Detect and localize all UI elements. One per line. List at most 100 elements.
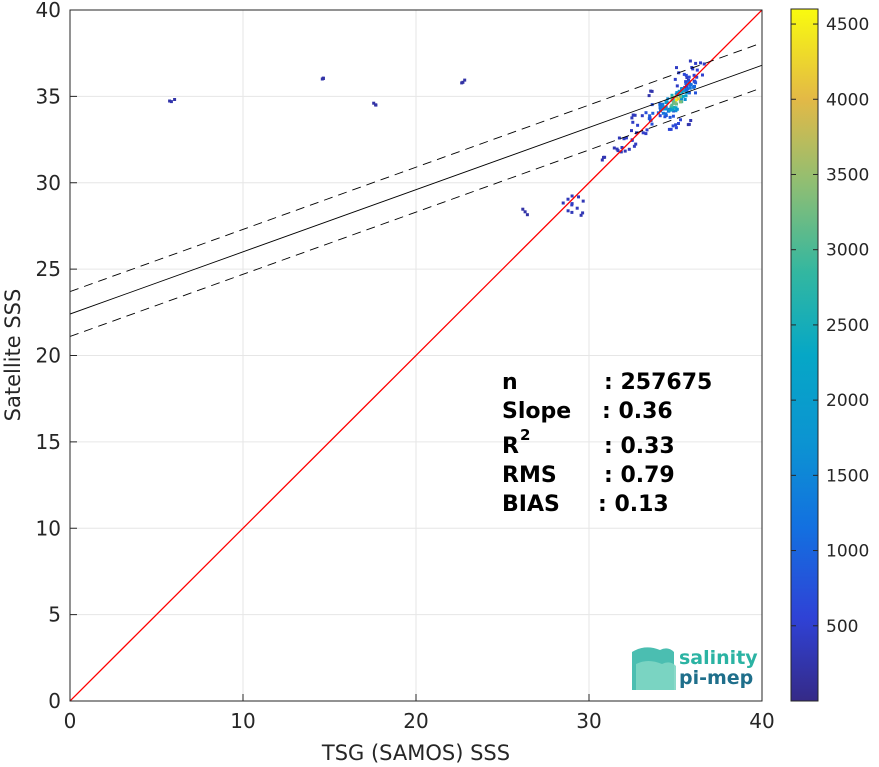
density-cell bbox=[619, 150, 623, 154]
colorbar-tick-label: 3500 bbox=[826, 165, 869, 185]
density-cell bbox=[669, 127, 673, 131]
density-cell bbox=[701, 73, 704, 77]
density-cell bbox=[633, 113, 637, 117]
stats-box: n : 257675 Slope : 0.36 R 2 : 0.33 RMS :… bbox=[502, 370, 712, 517]
density-cell bbox=[581, 199, 585, 203]
density-cell bbox=[623, 149, 627, 153]
density-cell bbox=[570, 194, 574, 198]
density-cell bbox=[678, 98, 682, 102]
density-cell bbox=[675, 102, 678, 106]
density-cell bbox=[675, 91, 679, 95]
colorbar-ticks: 500 1000 1500 2000 2500 3000 3500 4000 4500 bbox=[791, 15, 869, 637]
x-tick-label: 0 bbox=[64, 709, 77, 733]
density-cell bbox=[675, 98, 678, 102]
density-cell bbox=[463, 78, 467, 82]
density-cell bbox=[640, 114, 644, 118]
density-cell bbox=[668, 115, 672, 119]
density-cell bbox=[671, 100, 675, 104]
density-cell bbox=[682, 72, 686, 76]
density-cell bbox=[649, 89, 653, 93]
density-cell bbox=[674, 126, 678, 130]
density-cell bbox=[658, 114, 662, 118]
density-cell bbox=[630, 116, 634, 120]
density-cell bbox=[612, 146, 616, 150]
x-tick-label: 20 bbox=[403, 709, 428, 733]
density-cell bbox=[581, 211, 585, 215]
y-tick-label: 35 bbox=[36, 84, 61, 108]
density-cell bbox=[631, 113, 635, 117]
density-cell bbox=[648, 118, 652, 122]
density-cell bbox=[561, 201, 565, 205]
density-cell bbox=[636, 123, 640, 127]
density-cell bbox=[669, 105, 673, 109]
stat-slope-value: : 0.36 bbox=[602, 399, 673, 424]
density-cell bbox=[679, 118, 682, 122]
density-cell bbox=[570, 210, 574, 214]
density-cell bbox=[671, 124, 675, 128]
stat-bias-value: : 0.13 bbox=[598, 492, 669, 517]
y-tick-label: 15 bbox=[36, 430, 61, 454]
density-cell bbox=[670, 93, 674, 97]
density-cell bbox=[647, 117, 651, 121]
x-axis-label: TSG (SAMOS) SSS bbox=[321, 741, 510, 765]
density-cell bbox=[661, 102, 665, 106]
density-cell bbox=[674, 106, 678, 110]
density-cell bbox=[667, 127, 671, 131]
density-cell bbox=[674, 92, 678, 96]
density-cell bbox=[634, 142, 638, 146]
density-cell bbox=[663, 115, 667, 119]
density-cell bbox=[677, 89, 681, 93]
density-cell bbox=[521, 207, 525, 211]
stat-n-value: : 257675 bbox=[604, 370, 712, 395]
density-cell bbox=[673, 77, 677, 81]
density-cell bbox=[647, 94, 651, 98]
density-cell bbox=[658, 105, 662, 109]
logo-text-pi-mep: pi-mep bbox=[679, 667, 753, 689]
density-cell bbox=[664, 112, 668, 116]
density-cell bbox=[525, 213, 529, 217]
density-cell bbox=[684, 80, 688, 84]
density-cell bbox=[374, 103, 378, 107]
density-cell bbox=[661, 111, 665, 115]
y-tick-label: 20 bbox=[36, 344, 61, 368]
density-cell bbox=[570, 202, 574, 206]
x-axis-ticks: 0 10 20 30 40 bbox=[64, 694, 775, 733]
colorbar-tick-label: 4000 bbox=[826, 90, 869, 110]
density-cell bbox=[689, 119, 693, 122]
line-regression-lower bbox=[70, 87, 762, 337]
density-cell bbox=[645, 128, 649, 132]
stat-slope-label: Slope bbox=[502, 399, 571, 424]
density-cell bbox=[644, 132, 648, 136]
density-cell bbox=[627, 147, 631, 151]
colorbar-tick-label: 500 bbox=[826, 617, 858, 637]
density-cell bbox=[624, 136, 628, 140]
density-cell bbox=[670, 103, 674, 107]
colorbar-tick-label: 1000 bbox=[826, 542, 869, 562]
density-cell bbox=[321, 77, 325, 80]
stat-r2-superscript: 2 bbox=[520, 426, 530, 444]
density-cell bbox=[663, 107, 667, 111]
density-cell bbox=[670, 108, 674, 112]
density-cell bbox=[648, 114, 652, 118]
density-cell bbox=[667, 108, 671, 112]
colorbar-tick-label: 2000 bbox=[826, 391, 869, 411]
line-identity bbox=[70, 10, 762, 701]
density-cell bbox=[688, 86, 692, 90]
density-cell bbox=[691, 67, 695, 71]
density-cell bbox=[173, 98, 177, 101]
density-cell bbox=[675, 84, 679, 88]
density-cell bbox=[699, 61, 702, 65]
stat-bias-label: BIAS bbox=[502, 492, 560, 517]
density-cell bbox=[631, 120, 635, 124]
logo-wave-shape-2 bbox=[636, 661, 676, 690]
density-cell bbox=[702, 62, 706, 66]
stat-rms-label: RMS bbox=[502, 463, 557, 488]
density-cell bbox=[687, 75, 691, 79]
density-cells bbox=[168, 59, 706, 217]
density-cell bbox=[566, 209, 570, 213]
density-cell bbox=[687, 82, 691, 86]
y-axis-ticks: 0 5 10 15 20 25 30 35 40 bbox=[36, 0, 77, 713]
density-cell bbox=[664, 105, 668, 109]
density-cell bbox=[674, 109, 678, 113]
density-cell bbox=[658, 102, 662, 106]
